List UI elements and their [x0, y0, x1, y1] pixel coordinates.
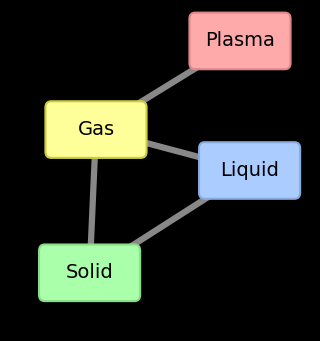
FancyBboxPatch shape [199, 142, 300, 199]
Text: Solid: Solid [66, 263, 114, 282]
FancyBboxPatch shape [39, 244, 140, 301]
Text: Plasma: Plasma [205, 31, 275, 50]
Text: Gas: Gas [77, 120, 115, 139]
Text: Liquid: Liquid [220, 161, 279, 180]
FancyBboxPatch shape [45, 101, 147, 158]
FancyBboxPatch shape [189, 13, 291, 69]
